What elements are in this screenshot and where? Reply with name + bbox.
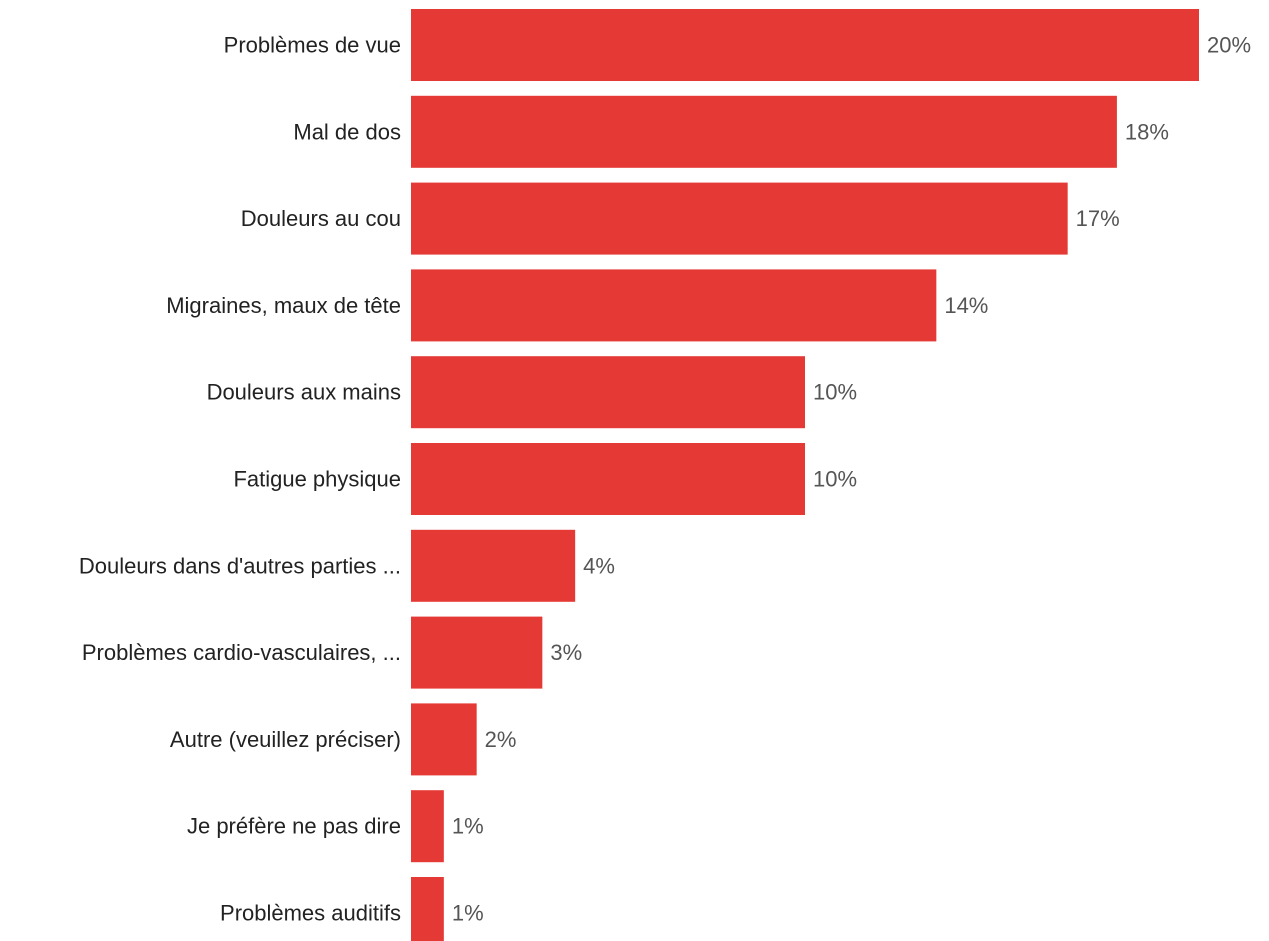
bar <box>411 356 805 429</box>
category-label: Douleurs dans d'autres parties ... <box>79 553 401 578</box>
bar <box>411 95 1117 168</box>
value-label: 2% <box>485 727 517 752</box>
value-label: 10% <box>813 380 857 405</box>
bar <box>411 616 543 689</box>
category-label: Problèmes cardio-vasculaires, ... <box>82 640 401 665</box>
value-label: 18% <box>1125 119 1169 144</box>
bar <box>411 182 1068 255</box>
bar <box>411 790 444 863</box>
value-label: 4% <box>583 553 615 578</box>
value-labels-group: 20% 18% 17% 14% 10% 10% 4% 3% 2% 1% 1% <box>452 33 1251 926</box>
value-label: 1% <box>452 814 484 839</box>
value-label: 17% <box>1076 206 1120 231</box>
category-label: Douleurs aux mains <box>207 380 401 405</box>
category-label: Migraines, maux de tête <box>166 293 401 318</box>
bar <box>411 529 576 602</box>
value-label: 10% <box>813 467 857 492</box>
category-label: Mal de dos <box>293 119 401 144</box>
category-label: Problèmes auditifs <box>220 901 401 926</box>
bar <box>411 269 937 342</box>
bar <box>411 703 477 776</box>
category-label: Douleurs au cou <box>241 206 401 231</box>
value-label: 20% <box>1207 33 1251 58</box>
category-label: Fatigue physique <box>233 467 401 492</box>
bars-group <box>411 9 1199 941</box>
category-label: Autre (veuillez préciser) <box>170 727 401 752</box>
bar <box>411 877 444 941</box>
category-label: Je préfère ne pas dire <box>187 814 401 839</box>
value-label: 3% <box>550 640 582 665</box>
bar <box>411 443 805 515</box>
category-label: Problèmes de vue <box>224 33 401 58</box>
bar <box>411 9 1199 81</box>
value-label: 14% <box>944 293 988 318</box>
category-labels-group: Problèmes de vue Mal de dos Douleurs au co… <box>79 33 401 926</box>
value-label: 1% <box>452 901 484 926</box>
